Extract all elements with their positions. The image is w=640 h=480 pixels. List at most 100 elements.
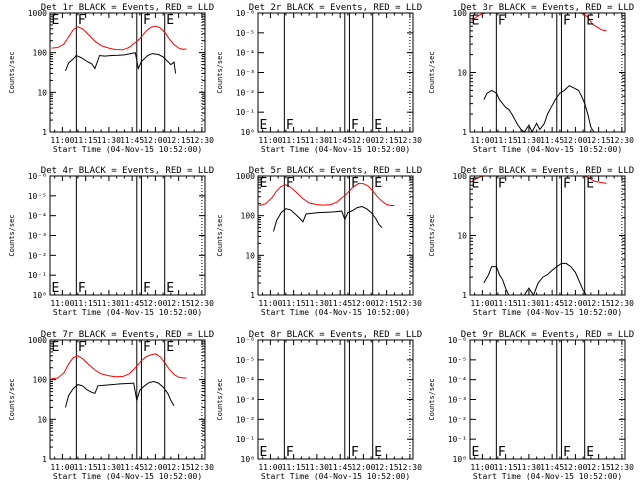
y-axis-label: Counts/sec bbox=[8, 51, 16, 93]
x-tick-label: 11:15 bbox=[494, 299, 518, 308]
marker-label-e: E bbox=[166, 281, 174, 296]
x-tick-label: 12:30 bbox=[190, 299, 214, 308]
x-tick-label: 11:30 bbox=[305, 136, 329, 145]
x-tick-label: 12:30 bbox=[398, 463, 422, 472]
plot-frame bbox=[469, 175, 626, 296]
x-tick-label: 11:15 bbox=[494, 463, 518, 472]
y-tick-label: 10⁻³ bbox=[236, 396, 255, 405]
plot-frame bbox=[257, 339, 414, 460]
x-tick-label: 11:30 bbox=[305, 463, 329, 472]
y-tick-label: 1 bbox=[462, 128, 467, 137]
x-axis-label: Start Time (04-Nov-15 10:52:00) bbox=[473, 472, 622, 480]
panel-title: Det 5r BLACK = Events, RED = LLD bbox=[249, 166, 422, 176]
y-tick-label: 10⁻¹ bbox=[236, 108, 255, 117]
y-tick-label: 10⁻³ bbox=[448, 396, 467, 405]
marker-label-e: E bbox=[374, 118, 382, 133]
x-tick-label: 12:15 bbox=[167, 299, 191, 308]
y-tick-label: 1000 bbox=[236, 172, 255, 181]
x-axis-label: Start Time (04-Nov-15 10:52:00) bbox=[261, 145, 410, 154]
x-tick-label: 11:45 bbox=[120, 136, 144, 145]
y-tick-label: 10⁻² bbox=[236, 415, 255, 424]
series-events-line bbox=[483, 85, 595, 134]
panel-4: Det 4r BLACK = Events, RED = LLD Start Ti… bbox=[8, 166, 214, 317]
y-tick-label: 10⁰ bbox=[241, 455, 255, 464]
y-tick-label: 10⁻⁵ bbox=[28, 192, 47, 201]
x-tick-label: 12:30 bbox=[398, 299, 422, 308]
panel-8: Det 8r BLACK = Events, RED = LLD Start Ti… bbox=[216, 330, 422, 480]
x-tick-label: 11:15 bbox=[282, 299, 306, 308]
marker-label-f: F bbox=[563, 13, 571, 28]
marker-label-e: E bbox=[374, 445, 382, 460]
plot-frame bbox=[49, 339, 206, 460]
panel-title: Det 6r BLACK = Events, RED = LLD bbox=[461, 166, 634, 176]
plot-frame bbox=[469, 339, 626, 460]
x-tick-label: 11:45 bbox=[540, 136, 564, 145]
x-tick-label: 11:15 bbox=[494, 136, 518, 145]
x-tick-label: 11:15 bbox=[74, 136, 98, 145]
panel-7: Det 7r BLACK = Events, RED = LLD Start Ti… bbox=[8, 330, 214, 480]
x-tick-label: 12:15 bbox=[587, 136, 611, 145]
x-tick-label: 11:30 bbox=[97, 299, 121, 308]
marker-label-e: E bbox=[472, 13, 480, 28]
y-tick-label: 10 bbox=[37, 415, 47, 424]
x-tick-label: 12:30 bbox=[610, 136, 634, 145]
panel-title: Det 2r BLACK = Events, RED = LLD bbox=[249, 3, 422, 13]
x-tick-label: 11:00 bbox=[50, 463, 74, 472]
y-tick-label: 10⁻⁴ bbox=[28, 212, 47, 221]
y-tick-label: 10⁻⁶ bbox=[448, 336, 467, 345]
plot-frame bbox=[257, 175, 414, 296]
plot-frame bbox=[49, 12, 206, 133]
x-axis-label: Start Time (04-Nov-15 10:52:00) bbox=[261, 308, 410, 317]
plot-frame bbox=[49, 175, 206, 296]
y-tick-label: 10⁻² bbox=[236, 88, 255, 97]
x-tick-label: 12:30 bbox=[190, 463, 214, 472]
y-tick-label: 100 bbox=[453, 9, 468, 18]
marker-label-f: F bbox=[286, 176, 294, 191]
marker-label-f: F bbox=[563, 445, 571, 460]
x-tick-label: 12:00 bbox=[143, 136, 167, 145]
x-axis-label: Start Time (04-Nov-15 10:52:00) bbox=[53, 308, 202, 317]
marker-label-e: E bbox=[52, 13, 60, 28]
x-tick-label: 11:45 bbox=[120, 299, 144, 308]
marker-label-f: F bbox=[78, 340, 86, 355]
x-tick-label: 11:45 bbox=[540, 463, 564, 472]
x-tick-label: 12:15 bbox=[375, 136, 399, 145]
x-tick-label: 12:00 bbox=[563, 136, 587, 145]
x-tick-label: 12:15 bbox=[167, 136, 191, 145]
y-tick-label: 10⁻⁵ bbox=[236, 29, 255, 38]
x-axis-label: Start Time (04-Nov-15 10:52:00) bbox=[261, 472, 410, 480]
marker-label-f: F bbox=[498, 176, 506, 191]
marker-label-e: E bbox=[374, 176, 382, 191]
x-tick-label: 12:00 bbox=[143, 299, 167, 308]
marker-label-e: E bbox=[260, 118, 268, 133]
marker-label-f: F bbox=[351, 118, 359, 133]
marker-label-e: E bbox=[260, 176, 268, 191]
x-tick-label: 11:15 bbox=[74, 463, 98, 472]
panel-1: Det 1r BLACK = Events, RED = LLD Start Ti… bbox=[8, 3, 214, 154]
x-tick-label: 12:15 bbox=[587, 463, 611, 472]
y-tick-label: 10⁻⁵ bbox=[448, 356, 467, 365]
series-events-line bbox=[65, 380, 175, 408]
marker-label-f: F bbox=[78, 13, 86, 28]
y-axis-label: Counts/sec bbox=[8, 214, 16, 256]
series-lld-line bbox=[259, 182, 395, 206]
x-axis-label: Start Time (04-Nov-15 10:52:00) bbox=[473, 308, 622, 317]
marker-label-f: F bbox=[286, 118, 294, 133]
marker-label-e: E bbox=[472, 445, 480, 460]
panel-6: Det 6r BLACK = Events, RED = LLD Start Ti… bbox=[428, 166, 634, 317]
panel-5: Det 5r BLACK = Events, RED = LLD Start Ti… bbox=[216, 166, 422, 317]
x-axis-label: Start Time (04-Nov-15 10:52:00) bbox=[53, 145, 202, 154]
panel-title: Det 9r BLACK = Events, RED = LLD bbox=[461, 330, 634, 340]
y-tick-label: 10⁰ bbox=[33, 291, 47, 300]
y-tick-label: 10⁰ bbox=[453, 455, 467, 464]
marker-label-e: E bbox=[52, 340, 60, 355]
x-tick-label: 12:15 bbox=[375, 463, 399, 472]
y-tick-label: 10⁻⁴ bbox=[236, 49, 255, 58]
marker-label-f: F bbox=[78, 281, 86, 296]
series-events-line bbox=[483, 262, 587, 297]
marker-label-e: E bbox=[166, 13, 174, 28]
plot-frame bbox=[257, 12, 414, 133]
x-tick-label: 11:45 bbox=[540, 299, 564, 308]
y-tick-label: 100 bbox=[241, 212, 256, 221]
